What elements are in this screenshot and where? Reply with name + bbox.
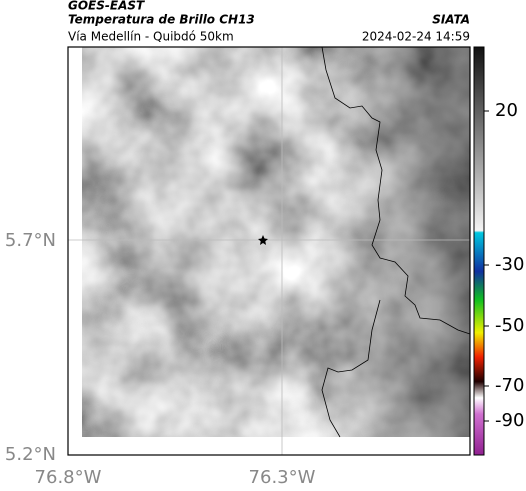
colorbar-tick-label: -90 [495,410,524,431]
colorbar [473,46,485,456]
lat-label: 5.2°N [5,444,56,465]
lat-label: 5.7°N [5,230,56,251]
colorbar-tick-label: -30 [495,254,524,275]
title: GOES-EAST [68,0,145,13]
lon-label: 76.3°W [249,467,316,488]
colorbar-tick-label: -50 [495,315,524,336]
colorbar-tick-label: -70 [495,375,524,396]
boundary [321,46,471,335]
timestamp: 2024-02-24 14:59 [362,30,470,44]
source: SIATA [432,13,470,27]
lon-label: 76.8°W [35,467,102,488]
coastline [321,299,381,438]
image-shade [82,47,470,437]
map-frame [67,46,471,456]
colorbar-ticks: 20 -30 -50 -70 -90 [484,100,524,431]
location-marker [258,235,268,245]
subtitle: Temperatura de Brillo CH13 [68,13,255,27]
region: Vía Medellín - Quibdó 50km [68,30,234,44]
colorbar-tick-label: 20 [495,100,518,121]
